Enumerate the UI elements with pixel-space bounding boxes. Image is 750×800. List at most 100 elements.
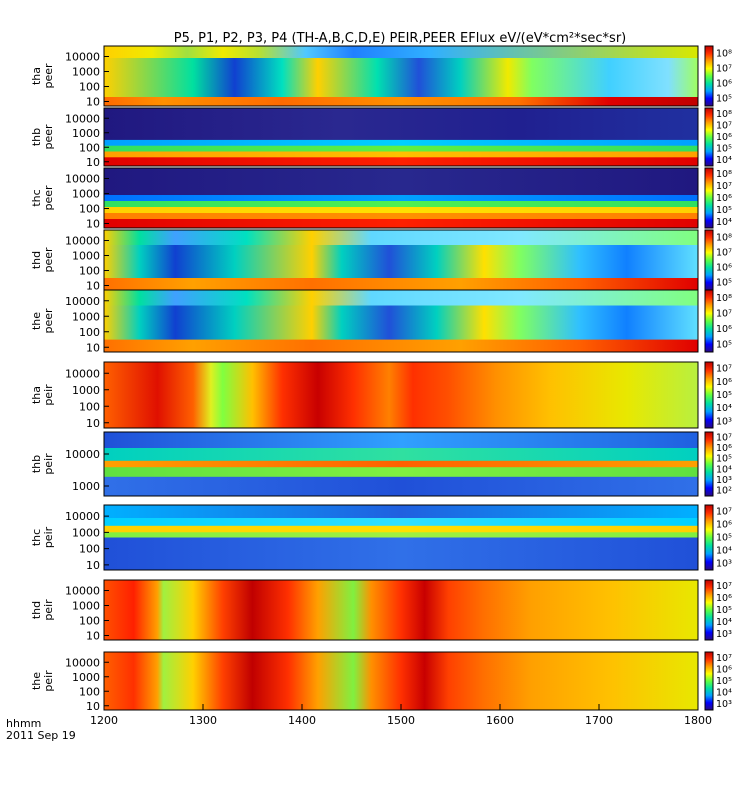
colorbar-tick-label: 10⁵ — [716, 278, 732, 289]
colorbar-tick-label: 10⁶ — [716, 263, 732, 274]
colorbar-tick-label: 10⁴ — [716, 155, 732, 166]
probe-label: thb — [30, 455, 43, 473]
x-tick-label: 1800 — [684, 714, 712, 727]
probe-label: the — [30, 672, 43, 690]
colorbar-tick-label: 10⁶ — [716, 132, 732, 143]
quantity-label: peer — [42, 247, 55, 273]
probe-label: tha — [30, 67, 43, 85]
quantity-label: peir — [42, 526, 55, 548]
y-tick-label: 1000 — [72, 188, 100, 201]
y-tick-label: 1000 — [72, 250, 100, 263]
probe-label: thd — [30, 601, 43, 619]
spectrogram-band — [104, 580, 698, 641]
spectrogram-band — [104, 97, 698, 107]
y-tick-label: 1000 — [72, 310, 100, 323]
panel-frame — [103, 289, 699, 353]
colorbar-tick-label: 10⁵ — [716, 454, 732, 465]
quantity-label: peir — [42, 670, 55, 692]
colorbar-tick-label: 10⁴ — [716, 217, 732, 228]
colorbar-tick-label: 10⁵ — [716, 676, 732, 687]
colorbar-tick-label: 10⁷ — [716, 308, 732, 319]
spectrogram-band — [104, 201, 698, 208]
y-tick-label: 100 — [79, 326, 100, 339]
quantity-label: peir — [42, 599, 55, 621]
y-tick-label: 10 — [86, 156, 100, 169]
spectrogram-band — [104, 467, 698, 478]
y-tick-label: 10000 — [65, 448, 100, 461]
chart-title: P5, P1, P2, P3, P4 (TH-A,B,C,D,E) PEIR,P… — [174, 31, 627, 46]
x-tick-label: 1400 — [288, 714, 316, 727]
spectrogram-band — [104, 139, 698, 147]
quantity-label: peer — [42, 124, 55, 150]
x-tick-label: 1600 — [486, 714, 514, 727]
colorbar-tick-label: 10⁶ — [716, 377, 732, 388]
spectrogram-band — [104, 290, 698, 306]
spectrogram-band — [104, 207, 698, 214]
spectrogram-band — [104, 339, 698, 353]
spectrogram-band — [104, 476, 698, 497]
probe-label: thd — [30, 251, 43, 269]
spectrogram-band — [104, 652, 698, 711]
y-tick-label: 10 — [86, 417, 100, 430]
colorbar-tick-label: 10⁸ — [716, 293, 732, 304]
spectrogram-band — [104, 168, 698, 196]
panel-thd-peer: 10 100 1000 10000 thd peer 10⁵ 10⁶ 10⁷ 10⁸ — [30, 229, 732, 293]
probe-label: the — [30, 312, 43, 330]
y-tick-label: 10 — [86, 96, 100, 109]
colorbar-tick-label: 10⁴ — [716, 546, 732, 557]
quantity-label: peer — [42, 185, 55, 211]
spectrogram-band — [104, 145, 698, 152]
panel-frame — [103, 431, 699, 497]
spectrogram-band — [104, 157, 698, 167]
panel-frame — [103, 504, 699, 571]
y-tick-label: 10000 — [65, 235, 100, 248]
spectrogram-band — [104, 151, 698, 158]
spectrogram-band — [104, 518, 698, 527]
colorbar-tick-label: 10⁷ — [716, 364, 732, 375]
y-tick-label: 100 — [79, 543, 100, 556]
colorbar-tick-label: 10⁷ — [716, 120, 732, 131]
colorbar — [704, 167, 714, 229]
colorbar-tick-label: 10⁵ — [716, 339, 732, 350]
spectrogram-band — [104, 245, 698, 279]
y-tick-label: 1000 — [72, 671, 100, 684]
y-tick-label: 1000 — [72, 600, 100, 613]
colorbar-tick-label: 10³ — [716, 416, 732, 427]
colorbar-tick-label: 10⁷ — [716, 581, 732, 592]
spectrogram-band — [104, 432, 698, 449]
colorbar-tick-label: 10⁵ — [716, 390, 732, 401]
colorbar-tick-label: 10⁸ — [716, 233, 732, 244]
colorbar-tick-label: 10⁶ — [716, 324, 732, 335]
colorbar-tick-label: 10⁶ — [716, 520, 732, 531]
time-axis: 1200 1300 1400 1500 1600 1700 1800 — [90, 704, 712, 727]
colorbar-tick-label: 10² — [716, 486, 732, 497]
quantity-label: peir — [42, 384, 55, 406]
colorbar — [704, 45, 714, 107]
x-tick-label: 1700 — [585, 714, 613, 727]
y-tick-label: 10000 — [65, 112, 100, 125]
quantity-label: peer — [42, 63, 55, 89]
panel-frame — [103, 579, 699, 641]
y-tick-label: 10000 — [65, 295, 100, 308]
y-tick-label: 10000 — [65, 367, 100, 380]
colorbar-tick-label: 10⁶ — [716, 443, 732, 454]
colorbar-tick-label: 10⁵ — [716, 605, 732, 616]
y-tick-label: 100 — [79, 141, 100, 154]
panel-tha-peer: 10 100 1000 10000 tha peer 10⁵ 10⁶ 10⁷ 10⁸ — [30, 45, 732, 109]
probe-label: thc — [30, 189, 43, 206]
spectrogram-band — [104, 448, 698, 462]
y-tick-label: 1000 — [72, 480, 100, 493]
colorbar-tick-label: 10³ — [716, 475, 732, 486]
y-tick-label: 100 — [79, 203, 100, 216]
y-tick-label: 10000 — [65, 173, 100, 186]
colorbar-tick-label: 10⁶ — [716, 664, 732, 675]
colorbar-tick-label: 10⁸ — [716, 169, 732, 180]
y-tick-label: 100 — [79, 265, 100, 278]
spectrogram-band — [104, 213, 698, 220]
colorbar-tick-label: 10³ — [716, 559, 732, 570]
colorbar-tick-label: 10⁵ — [716, 533, 732, 544]
